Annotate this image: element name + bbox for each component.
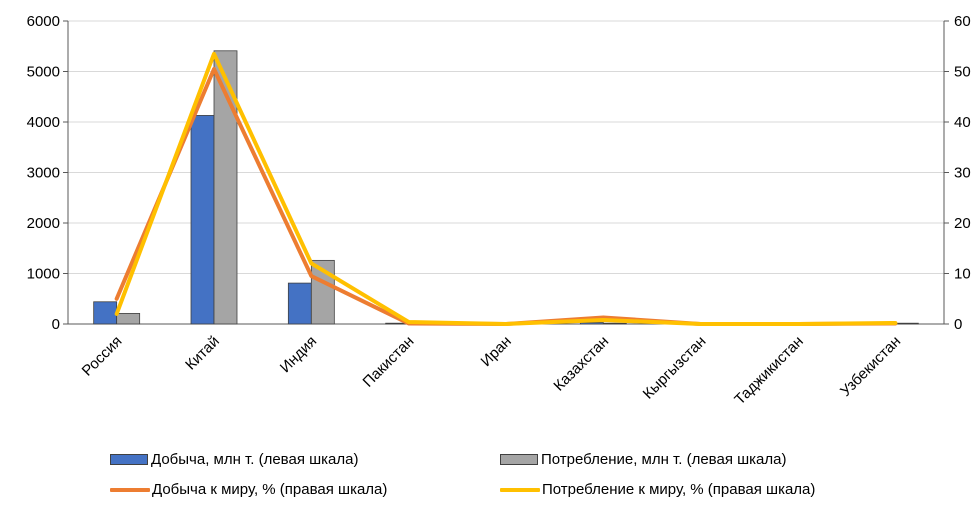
category-label: Иран <box>478 333 515 370</box>
bar-consumption <box>213 50 238 325</box>
bar-consumption <box>602 322 627 325</box>
left-tick-label: 3000 <box>27 165 60 182</box>
category-label: Кыргызстан <box>640 333 710 403</box>
category-label: Узбекистан <box>837 333 904 400</box>
left-tick-label: 6000 <box>27 13 60 30</box>
line-series <box>114 51 898 326</box>
bar-series <box>93 50 919 325</box>
right-tick-label: 60 <box>954 13 971 30</box>
bar-production <box>287 282 312 325</box>
right-tick-label: 0 <box>954 316 962 333</box>
right-tick-label: 30 <box>954 165 971 182</box>
left-tick-label: 2000 <box>27 215 60 232</box>
bar-production <box>93 301 118 325</box>
left-tick-label: 1000 <box>27 266 60 283</box>
category-label: Россия <box>79 333 126 380</box>
left-tick-label: 4000 <box>27 114 60 131</box>
category-label: Таджикистан <box>731 333 806 408</box>
category-label: Казахстан <box>550 333 612 395</box>
line-consumption-share <box>114 51 898 326</box>
bar-production <box>190 115 215 325</box>
right-tick-label: 40 <box>954 114 971 131</box>
right-tick-label: 10 <box>954 266 971 283</box>
bar-consumption <box>116 312 141 325</box>
left-tick-label: 0 <box>52 316 60 333</box>
category-label: Индия <box>277 333 320 376</box>
bar-consumption <box>310 259 335 325</box>
right-tick-label: 50 <box>954 64 971 81</box>
right-tick-label: 20 <box>954 215 971 232</box>
tick-labels: 0 1000 2000 3000 4000 5000 6000 0 10 20 30 40 50 60 Ро… <box>27 13 971 408</box>
left-tick-label: 5000 <box>27 64 60 81</box>
category-label: Китай <box>182 333 223 374</box>
bar-consumption <box>894 322 919 325</box>
category-label: Пакистан <box>360 333 418 391</box>
